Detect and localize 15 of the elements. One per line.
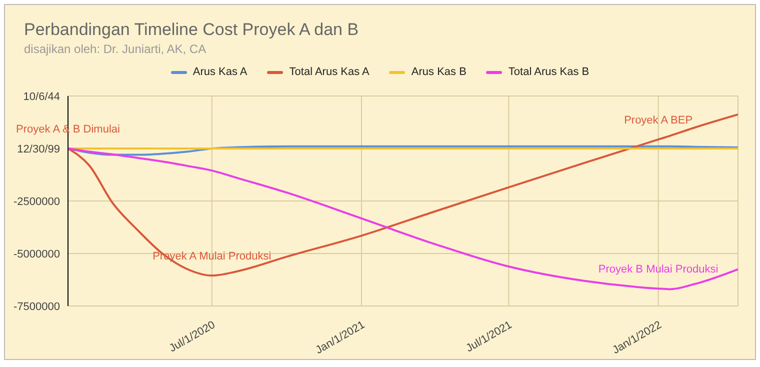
y-tick-label: -7500000	[14, 300, 60, 313]
line-series	[68, 148, 738, 290]
line-series	[68, 113, 738, 277]
legend-label: Arus Kas B	[411, 66, 466, 78]
annotation: Proyek A BEP	[624, 114, 693, 126]
y-tick-label: -5000000	[14, 248, 60, 260]
chart-subtitle: disajikan oleh: Dr. Juniarti, AK, CA	[24, 42, 206, 56]
y-tick-label: 12/30/99	[17, 143, 60, 156]
y-tick-label: 10/6/44	[23, 90, 60, 103]
annotation: Proyek B Mulai Produksi	[598, 264, 718, 276]
legend-label: Total Arus Kas B	[508, 66, 590, 78]
chart-title: Perbandingan Timeline Cost Proyek A dan B	[24, 20, 359, 40]
legend-label: Total Arus Kas A	[289, 66, 370, 78]
y-tick-label: -2500000	[14, 196, 60, 208]
legend-label: Arus Kas A	[192, 66, 248, 78]
